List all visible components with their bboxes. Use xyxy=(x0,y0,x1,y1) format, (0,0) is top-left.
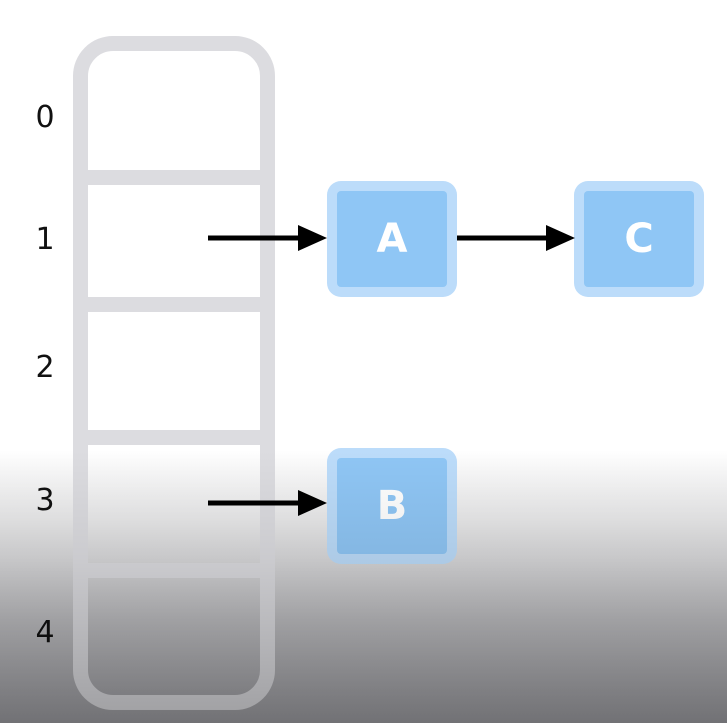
node-a: A xyxy=(327,181,457,297)
index-3: 3 xyxy=(35,483,55,518)
arrow-slot3-to-b xyxy=(208,490,327,516)
arrow-slot1-to-a xyxy=(208,225,327,251)
divider-0-1 xyxy=(80,170,268,185)
divider-3-4 xyxy=(80,563,268,578)
index-1: 1 xyxy=(35,222,55,257)
table-frame xyxy=(73,36,275,710)
node-b-label: B xyxy=(337,458,447,554)
divider-2-3 xyxy=(80,430,268,445)
divider-1-2 xyxy=(80,297,268,312)
index-2: 2 xyxy=(35,350,55,385)
node-c: C xyxy=(574,181,704,297)
index-0: 0 xyxy=(35,100,55,135)
arrow-a-to-c xyxy=(457,225,575,251)
node-b: B xyxy=(327,448,457,564)
node-a-label: A xyxy=(337,191,447,287)
index-4: 4 xyxy=(35,615,55,650)
node-c-label: C xyxy=(584,191,694,287)
